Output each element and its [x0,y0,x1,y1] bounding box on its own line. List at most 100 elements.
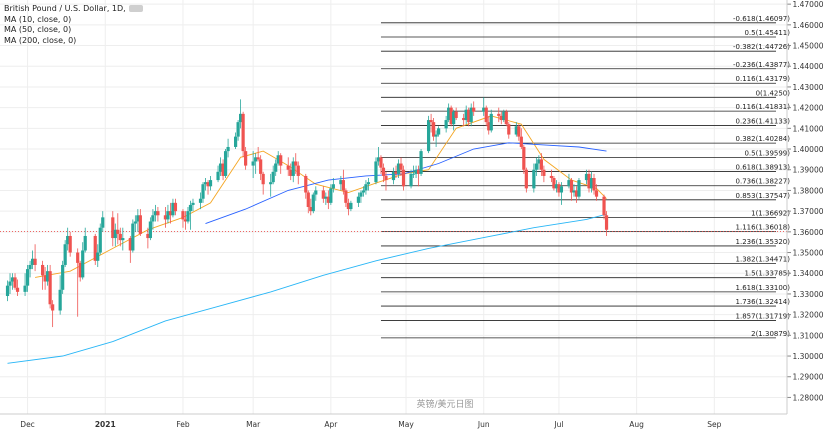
candle [133,215,137,232]
candle-body [396,163,401,174]
candle-body [429,120,433,123]
price-tick-label: 1.38000 [792,186,823,195]
candle-body [569,180,574,193]
candle-body [524,169,528,189]
candle-body [223,151,228,176]
price-axis[interactable]: 1.47000 1.46000 1.45000 1.44000 1.43000 1.420… [786,0,824,414]
fib-level-label: 1(1.36692) [751,210,790,218]
candle-body [452,111,456,125]
candle-body [136,215,140,222]
candle-body [376,157,381,162]
candle-body [304,175,308,193]
time-tick-label: Feb [176,420,190,429]
candle [467,107,471,127]
candle [261,171,265,195]
candle-body [467,109,471,123]
candle-body [532,169,536,189]
candle-body [542,169,546,176]
candle [374,157,378,185]
candle [208,175,213,191]
candle-body [188,204,193,212]
candle-body [447,107,451,121]
candle-body [254,157,258,162]
candle [8,273,12,294]
price-tick-label: 1.33000 [792,290,823,299]
time-tick-label: Apr [324,420,338,429]
candle-body [111,217,115,239]
candle-body [279,155,283,166]
symbol-title-text: British Pound / U.S. Dollar, 1D, [4,4,126,13]
candle [156,207,160,222]
candle-body [48,271,52,305]
indicator-ma200[interactable]: MA (200, close, 0) [4,35,77,45]
candle [201,182,205,203]
candle-body [216,171,220,181]
candle [532,163,536,193]
candle-body [291,161,295,176]
symbol-title[interactable]: British Pound / U.S. Dollar, 1D, [4,4,143,15]
candles [5,97,609,328]
candle [218,157,223,176]
candle-body [321,190,325,199]
candle [33,244,37,272]
fib-level-label: 0.853(1.37547) [736,192,791,200]
time-tick-label: 2021 [95,420,116,429]
candle-body [259,159,263,174]
candle-body [484,107,488,123]
candle-body [394,171,398,174]
candle-body [269,182,273,185]
candle-body [331,184,335,189]
candle-body [168,211,173,216]
indicator-ma50[interactable]: MA (50, close, 0) [4,25,72,34]
candle [464,105,468,125]
candle-body [131,223,135,251]
fib-level-label: -0.382(1.44726) [733,43,790,51]
time-tick-label: Jul [553,420,563,429]
price-tick-label: 1.40000 [792,145,823,154]
fib-level-label: 2(1.30879) [751,330,790,338]
candle [401,165,406,191]
time-tick-label: Dec [20,420,35,429]
candle-body [306,192,310,207]
candle-body [414,169,418,174]
candle [587,169,591,193]
candle [46,264,50,286]
candle [517,124,521,141]
candle-body [276,155,280,164]
candle [111,211,115,247]
time-axis[interactable]: Dec 2021 Feb Mar Apr May Jun Jul Aug Sep [0,413,787,429]
candle-body [539,159,543,170]
candle-body [181,211,185,220]
candle [522,144,526,174]
price-tick-label: 1.34000 [792,269,823,278]
candle [241,111,245,158]
candle [384,171,388,191]
candle [549,169,554,183]
fib-level-label: 1.618(1.33100) [736,284,791,292]
candle [58,275,62,315]
candle-body [148,221,152,239]
fib-level-label: -0.236(1.43877) [733,61,790,69]
candle [151,209,155,230]
candle [356,192,361,207]
price-tick-label: 1.46000 [792,21,823,30]
candle-body [116,229,120,234]
candle-body [391,171,396,181]
fib-level-label: 1.382(1.34471) [736,255,791,263]
candle [454,107,458,121]
candle-body [464,109,468,121]
fib-level-label: 0.116(1.41831) [736,103,791,111]
candle-body [198,198,203,203]
candle [346,198,350,216]
indicator-ma10[interactable]: MA (10, close, 0) [4,14,72,24]
candle-body [602,196,606,216]
candle [153,204,157,222]
candle [539,153,543,176]
candle-body [63,244,67,265]
candle [594,184,599,201]
candle [166,204,170,224]
candle [239,99,243,129]
candle-body [66,235,70,245]
candle-body [359,192,363,197]
